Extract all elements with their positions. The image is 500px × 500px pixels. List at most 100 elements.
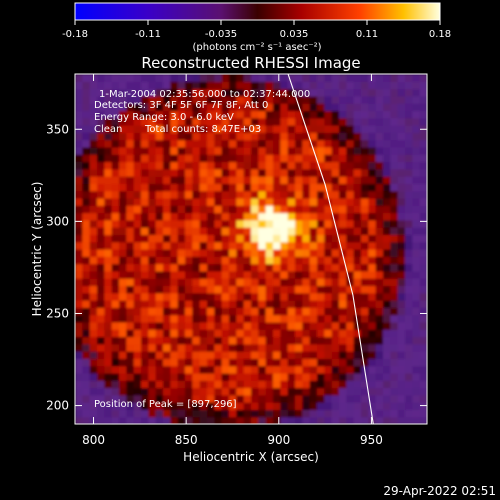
heatmap-cell: [133, 249, 142, 257]
heatmap-cell: [229, 351, 237, 359]
heatmap-cell: [273, 394, 281, 403]
heatmap-cell: [375, 402, 384, 411]
heatmap-cell: [221, 343, 230, 352]
heatmap-cell: [331, 241, 340, 250]
heatmap-cell: [97, 249, 105, 257]
heatmap-cell: [309, 74, 318, 82]
heatmap-cell: [405, 285, 413, 294]
heatmap-cell: [280, 176, 289, 184]
heatmap-cell: [82, 249, 91, 257]
heatmap-cell: [229, 168, 237, 177]
y-tick-label: 250: [46, 306, 69, 320]
heatmap-cell: [265, 416, 274, 424]
heatmap-cell: [243, 270, 252, 279]
heatmap-cell: [243, 278, 252, 287]
heatmap-cell: [192, 205, 201, 214]
heatmap-cell: [375, 416, 384, 424]
heatmap-cell: [273, 278, 281, 287]
heatmap-cell: [339, 358, 347, 367]
heatmap-cell: [170, 372, 179, 381]
heatmap-cell: [119, 365, 127, 374]
heatmap-cell: [361, 249, 369, 257]
heatmap-cell: [390, 329, 399, 338]
heatmap-cell: [119, 234, 127, 243]
heatmap-cell: [368, 125, 377, 133]
heatmap-cell: [419, 154, 427, 163]
heatmap-cell: [148, 380, 157, 389]
heatmap-cell: [412, 74, 421, 82]
heatmap-cell: [287, 321, 296, 330]
heatmap-cell: [104, 205, 113, 214]
heatmap-cell: [104, 139, 113, 148]
heatmap-cell: [390, 263, 399, 272]
heatmap-cell: [207, 88, 215, 97]
heatmap-cell: [265, 212, 274, 221]
heatmap-cell: [295, 300, 303, 308]
heatmap-cell: [229, 81, 237, 90]
heatmap-cell: [221, 270, 230, 279]
heatmap-cell: [251, 270, 259, 279]
heatmap-cell: [368, 387, 377, 396]
heatmap-cell: [170, 402, 179, 411]
heatmap-cell: [185, 365, 193, 374]
heatmap-cell: [141, 197, 149, 206]
heatmap-cell: [331, 409, 340, 418]
heatmap-cell: [199, 95, 208, 104]
heatmap-cell: [295, 263, 303, 272]
heatmap-cell: [265, 285, 274, 294]
heatmap-cell: [309, 205, 318, 214]
heatmap-cell: [405, 139, 413, 148]
heatmap-cell: [339, 372, 347, 381]
heatmap-cell: [97, 74, 105, 82]
heatmap-cell: [251, 227, 259, 236]
heatmap-cell: [390, 154, 399, 163]
heatmap-cell: [170, 292, 179, 301]
heatmap-cell: [111, 125, 120, 133]
heatmap-cell: [346, 81, 355, 90]
heatmap-cell: [229, 88, 237, 97]
heatmap-cell: [126, 336, 135, 345]
heatmap-cell: [258, 219, 267, 228]
heatmap-cell: [177, 394, 186, 403]
heatmap-cell: [141, 176, 149, 184]
heatmap-cell: [339, 278, 347, 287]
heatmap-cell: [375, 103, 384, 112]
heatmap-cell: [236, 190, 245, 199]
heatmap-cell: [287, 263, 296, 272]
heatmap-cell: [177, 227, 186, 236]
heatmap-cell: [361, 234, 369, 243]
heatmap-cell: [170, 74, 179, 82]
heatmap-cell: [111, 176, 120, 184]
heatmap-cell: [221, 125, 230, 133]
heatmap-cell: [119, 270, 127, 279]
heatmap-cell: [89, 212, 98, 221]
heatmap-cell: [317, 292, 325, 301]
heatmap-cell: [368, 300, 377, 308]
heatmap-cell: [199, 205, 208, 214]
heatmap-cell: [104, 336, 113, 345]
heatmap-cell: [133, 351, 142, 359]
heatmap-cell: [419, 300, 427, 308]
heatmap-cell: [170, 249, 179, 257]
heatmap-cell: [141, 380, 149, 389]
heatmap-cell: [295, 139, 303, 148]
heatmap-cell: [419, 314, 427, 323]
heatmap-cell: [141, 219, 149, 228]
heatmap-cell: [419, 270, 427, 279]
heatmap-cell: [353, 285, 362, 294]
heatmap-cell: [397, 125, 406, 133]
heatmap-cell: [265, 270, 274, 279]
heatmap-cell: [405, 270, 413, 279]
heatmap-cell: [331, 234, 340, 243]
heatmap-cell: [111, 212, 120, 221]
heatmap-cell: [126, 234, 135, 243]
heatmap-cell: [331, 278, 340, 287]
heatmap-cell: [412, 416, 421, 424]
heatmap-cell: [229, 409, 237, 418]
heatmap-cell: [119, 292, 127, 301]
heatmap-cell: [148, 205, 157, 214]
heatmap-cell: [339, 336, 347, 345]
heatmap-cell: [221, 110, 230, 119]
heatmap-cell: [104, 110, 113, 119]
heatmap-cell: [236, 241, 245, 250]
